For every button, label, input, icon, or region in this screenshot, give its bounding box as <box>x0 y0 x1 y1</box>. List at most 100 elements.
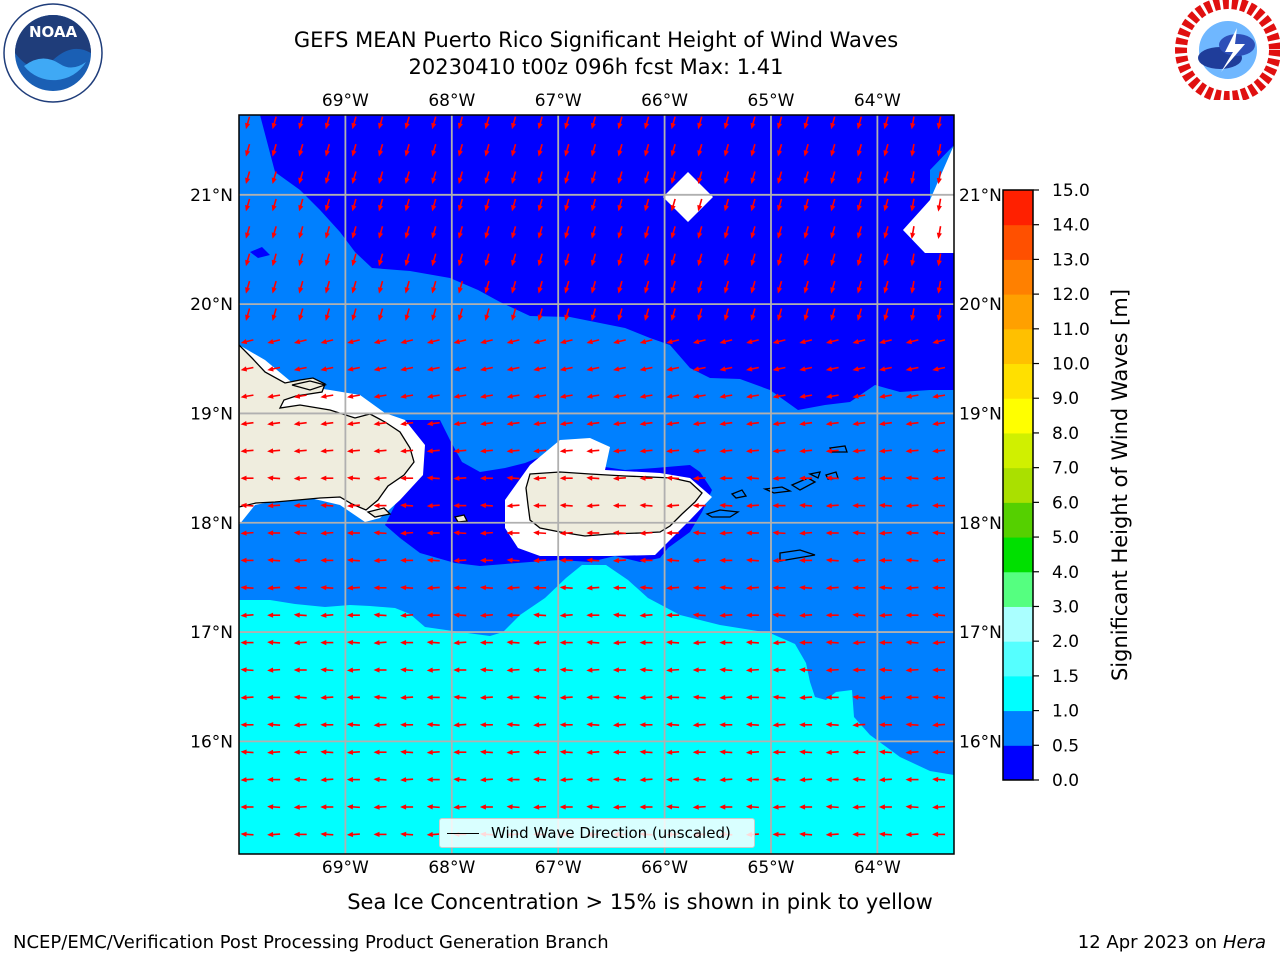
wave-direction-arrow <box>825 530 839 536</box>
wave-direction-arrow <box>639 612 653 618</box>
wave-direction-arrow <box>240 612 254 618</box>
wave-direction-arrow <box>905 667 919 673</box>
wave-direction-arrow <box>590 308 597 322</box>
wave-direction-arrow <box>856 308 863 322</box>
wave-direction-arrow <box>803 308 809 322</box>
wave-direction-arrow <box>612 749 626 755</box>
wave-direction-arrow <box>267 639 281 646</box>
wave-direction-arrow <box>825 448 839 454</box>
wave-direction-arrow <box>506 612 520 618</box>
wave-direction-arrow <box>612 722 626 728</box>
wave-direction-arrow <box>346 777 360 783</box>
wave-direction-arrow <box>346 448 360 454</box>
wave-direction-arrow <box>883 198 889 212</box>
wave-direction-arrow <box>697 198 703 212</box>
wave-direction-arrow <box>506 393 520 399</box>
wave-direction-arrow <box>240 448 254 454</box>
wave-direction-arrow <box>400 585 414 591</box>
wave-direction-arrow <box>559 694 573 701</box>
wave-direction-arrow <box>511 198 517 212</box>
colorbar-segment <box>1003 190 1033 226</box>
wave-direction-arrow <box>639 722 653 728</box>
wave-direction-arrow <box>533 722 547 728</box>
wave-direction-arrow <box>586 448 600 454</box>
wave-direction-arrow <box>346 393 360 399</box>
wave-direction-arrow <box>346 831 360 838</box>
wave-direction-arrow <box>537 143 543 157</box>
wave-direction-arrow <box>719 448 733 454</box>
wave-direction-arrow <box>426 722 440 728</box>
wave-direction-arrow <box>878 612 892 618</box>
wave-direction-arrow <box>267 421 281 427</box>
lat-tick-label: 17°N <box>959 623 1002 643</box>
wave-direction-arrow <box>324 226 331 239</box>
wave-direction-arrow <box>932 831 946 837</box>
wave-direction-arrow <box>612 393 626 399</box>
wave-direction-arrow <box>830 143 836 157</box>
wave-direction-arrow <box>533 749 547 755</box>
wave-direction-arrow <box>878 475 892 481</box>
wave-direction-arrow <box>936 171 942 185</box>
lat-tick-label: 17°N <box>190 623 233 643</box>
wave-direction-arrow <box>878 722 892 728</box>
wave-direction-arrow <box>320 777 334 783</box>
wave-direction-arrow <box>400 722 414 728</box>
wave-direction-arrow <box>723 171 730 185</box>
wave-direction-arrow <box>347 339 360 345</box>
colorbar-segment <box>1003 398 1033 434</box>
wave-direction-arrow <box>453 530 467 536</box>
wave-direction-arrow <box>692 339 706 345</box>
wave-direction-arrow <box>267 557 281 563</box>
wave-direction-arrow <box>426 421 440 427</box>
wave-direction-arrow <box>400 804 414 810</box>
wave-direction-arrow <box>457 226 464 239</box>
wave-direction-arrow <box>745 722 759 728</box>
wave-direction-arrow <box>644 308 650 322</box>
wave-direction-arrow <box>936 308 942 322</box>
wave-direction-arrow <box>479 749 493 755</box>
wave-direction-arrow <box>426 557 440 563</box>
wave-direction-arrow <box>617 226 623 239</box>
wave-direction-arrow <box>697 253 703 267</box>
wave-direction-arrow <box>506 777 520 783</box>
wave-direction-arrow <box>586 557 600 563</box>
wave-direction-arrow <box>320 530 334 536</box>
wave-direction-arrow <box>586 749 600 755</box>
wave-direction-arrow <box>324 171 331 185</box>
wave-direction-arrow <box>905 421 919 427</box>
wave-direction-arrow <box>617 171 623 185</box>
wave-direction-arrow <box>852 667 866 673</box>
wave-direction-arrow <box>506 585 520 591</box>
wave-direction-arrow <box>298 308 304 322</box>
wave-direction-arrow <box>479 530 493 536</box>
wave-direction-arrow <box>856 143 863 157</box>
wave-direction-arrow <box>506 475 520 481</box>
wave-direction-arrow <box>590 226 597 239</box>
wave-direction-arrow <box>639 393 653 399</box>
wave-direction-arrow <box>825 694 839 700</box>
wave-direction-arrow <box>905 393 919 399</box>
wave-direction-arrow <box>670 143 676 157</box>
wave-direction-arrow <box>670 226 676 239</box>
wave-direction-arrow <box>484 116 490 130</box>
wave-direction-arrow <box>533 366 547 372</box>
wave-direction-arrow <box>245 116 251 130</box>
wave-direction-arrow <box>905 639 919 646</box>
wave-direction-arrow <box>799 831 813 837</box>
wave-direction-arrow <box>559 777 573 783</box>
wave-direction-arrow <box>639 585 653 591</box>
wave-direction-arrow <box>745 503 759 509</box>
wave-direction-arrow <box>745 557 759 563</box>
wave-direction-arrow <box>612 503 626 509</box>
wave-direction-arrow <box>852 557 866 564</box>
wave-direction-arrow <box>533 804 547 810</box>
wave-direction-arrow <box>719 722 733 728</box>
wave-direction-arrow <box>644 171 650 185</box>
wave-direction-arrow <box>426 585 440 591</box>
wave-direction-arrow <box>772 722 786 728</box>
wave-direction-arrow <box>666 639 680 646</box>
wave-direction-arrow <box>852 831 866 837</box>
wave-direction-arrow <box>617 280 623 294</box>
wave-direction-arrow <box>932 393 946 399</box>
wave-direction-arrow <box>479 612 493 618</box>
